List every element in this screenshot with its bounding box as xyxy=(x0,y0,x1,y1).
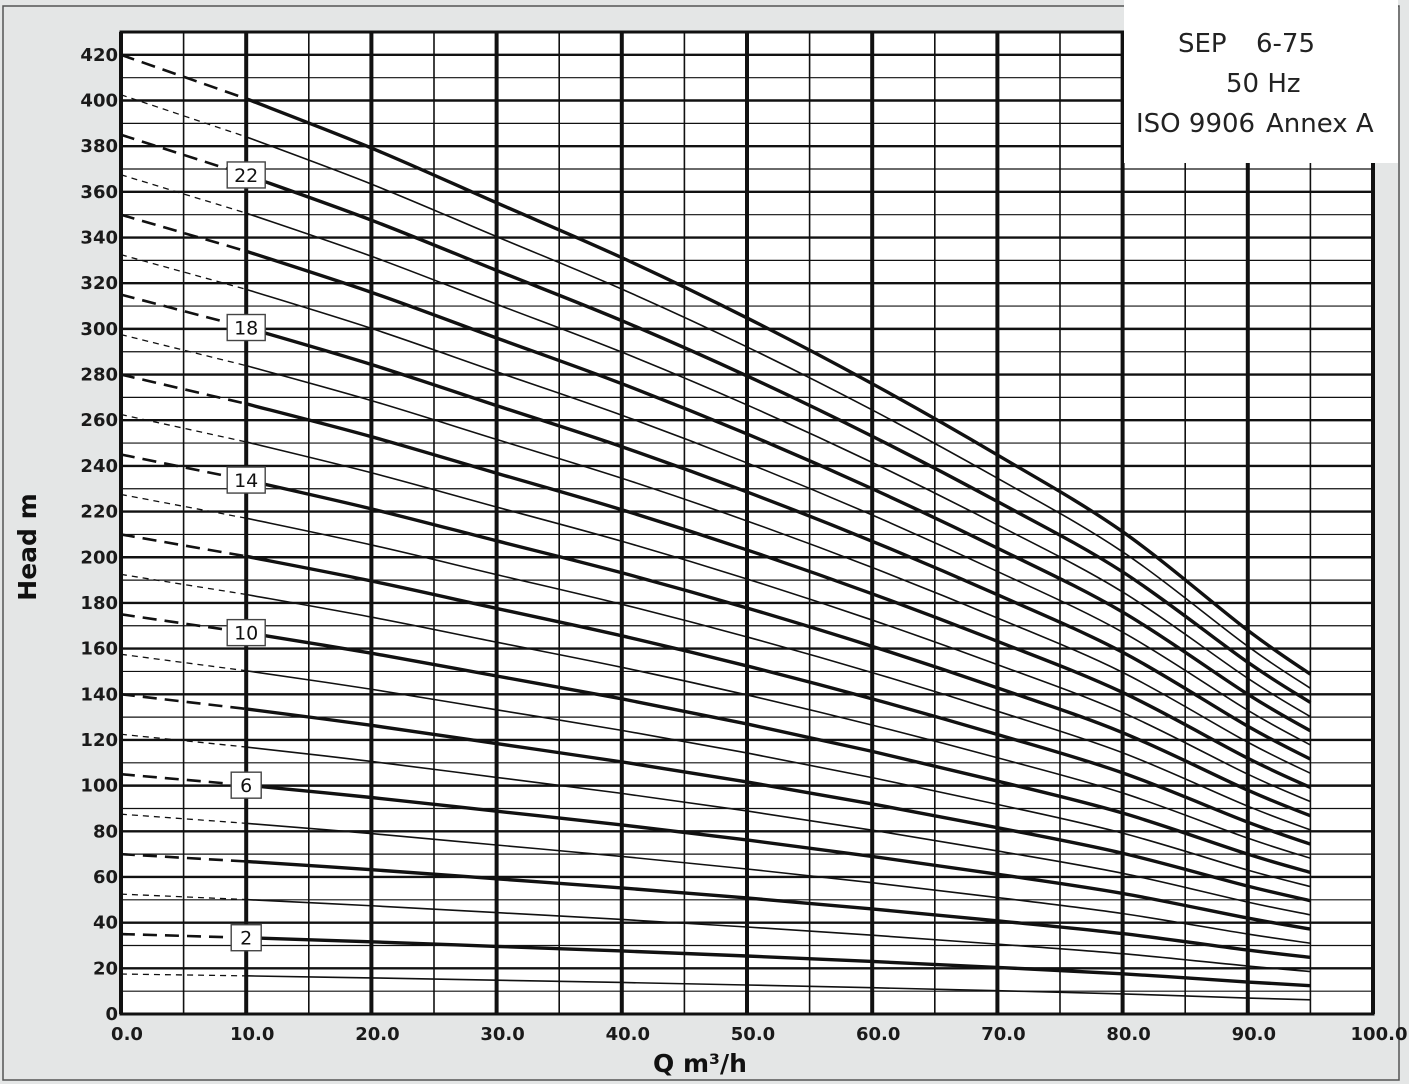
curve-stage-18 xyxy=(245,325,1312,761)
pump-curves xyxy=(120,53,1312,1001)
curve-stage-21-dashed xyxy=(120,174,247,214)
x-tick-label: 60.0 xyxy=(856,1024,900,1045)
curve-stage-23 xyxy=(245,136,1311,690)
curve-stage-12 xyxy=(245,554,1311,846)
y-tick-label: 120 xyxy=(80,730,118,751)
stage-label: 10 xyxy=(234,623,258,645)
curve-stage-12-dashed xyxy=(120,533,247,558)
x-axis-title: Q m³/h xyxy=(653,1049,747,1078)
y-tick-label: 360 xyxy=(80,182,118,203)
stage-label-box xyxy=(226,466,266,494)
x-tick-label: 80.0 xyxy=(1106,1024,1150,1045)
stage-label-box xyxy=(230,924,262,952)
y-tick-label: 100 xyxy=(80,776,118,797)
x-tick-label: 90.0 xyxy=(1232,1024,1276,1045)
curve-stage-16-dashed xyxy=(120,373,247,406)
x-tick-label: 100.0 xyxy=(1351,1024,1408,1045)
curve-stage-20-dashed xyxy=(120,213,247,253)
stage-label: 22 xyxy=(234,165,258,187)
y-tick-label: 180 xyxy=(80,593,118,614)
curve-stage-3-dashed xyxy=(120,893,247,901)
x-tick-label: 10.0 xyxy=(230,1024,274,1045)
y-tick-label: 220 xyxy=(80,502,118,523)
x-tick-label: 70.0 xyxy=(981,1024,1025,1045)
x-tick-label: 30.0 xyxy=(480,1024,524,1045)
y-tick-label: 420 xyxy=(80,45,118,66)
annex-label: Annex A xyxy=(1266,109,1374,139)
plot-border xyxy=(119,30,1375,1016)
curve-stage-1-dashed xyxy=(120,973,247,977)
curve-stage-7 xyxy=(246,746,1311,916)
curve-stage-4 xyxy=(246,859,1311,960)
model-info-box: SEP 6-75 50 Hz ISO 9906 Annex A xyxy=(1124,0,1398,163)
y-tick-label: 60 xyxy=(93,867,118,888)
y-tick-label: 280 xyxy=(80,365,118,386)
curve-stage-9 xyxy=(246,669,1311,888)
curve-stage-14 xyxy=(245,478,1312,818)
stage-label-box xyxy=(226,618,266,647)
stage-label-box xyxy=(226,161,266,189)
curve-stage-16 xyxy=(245,402,1312,789)
curve-stage-10 xyxy=(245,630,1311,875)
curve-stage-24 xyxy=(245,97,1312,676)
y-tick-label: 140 xyxy=(80,684,118,705)
y-tick-label: 400 xyxy=(80,91,118,112)
curve-stage-23-dashed xyxy=(120,94,247,138)
y-tick-label: 380 xyxy=(80,136,118,157)
grid-lines xyxy=(119,30,1375,1016)
y-tick-label: 160 xyxy=(80,639,118,660)
y-tick-label: 300 xyxy=(80,319,118,340)
model-code: 6-75 xyxy=(1256,29,1316,59)
stage-label: 18 xyxy=(234,318,258,340)
y-tick-label: 200 xyxy=(80,547,118,568)
y-tick-label: 260 xyxy=(80,410,118,431)
x-tick-label: 40.0 xyxy=(606,1024,650,1045)
stage-label: 14 xyxy=(234,470,258,492)
curve-stage-2 xyxy=(246,936,1311,988)
curve-stage-20 xyxy=(245,249,1312,733)
curve-stage-5 xyxy=(246,822,1311,944)
curve-stage-13 xyxy=(246,517,1311,831)
curve-stage-22 xyxy=(245,173,1312,704)
standard-label: ISO 9906 xyxy=(1136,109,1256,139)
y-tick-label: 340 xyxy=(80,228,118,249)
y-tick-label: 320 xyxy=(80,273,118,294)
y-tick-label: 80 xyxy=(93,821,118,842)
curve-stage-8 xyxy=(245,707,1311,903)
tick-labels: 0.0 10.0 20.0 30.0 40.0 50.0 60.0 70.0 80.0 90.0 1… xyxy=(80,45,1407,1045)
curve-stage-11 xyxy=(246,593,1311,860)
y-tick-label: 0 xyxy=(105,1004,118,1025)
curve-stage-24-dashed xyxy=(120,53,247,100)
stage-label-box xyxy=(230,771,262,799)
frequency-label: 50 Hz xyxy=(1226,69,1301,99)
curve-stage-8-dashed xyxy=(120,692,247,711)
curve-stage-17 xyxy=(245,364,1311,775)
model-name: SEP xyxy=(1178,29,1227,59)
x-tick-label: 50.0 xyxy=(731,1024,775,1045)
curve-stage-15 xyxy=(246,441,1311,803)
curve-stage-6 xyxy=(246,783,1311,931)
y-tick-label: 240 xyxy=(80,456,118,477)
curve-stage-1 xyxy=(246,975,1311,1001)
curve-stage-21 xyxy=(245,212,1311,718)
stage-label-box xyxy=(226,313,266,342)
curve-stage-19 xyxy=(245,288,1311,746)
stage-labels: 2 6 10 14 18 22 xyxy=(226,161,266,952)
y-tick-label: 40 xyxy=(93,913,118,934)
stage-label: 2 xyxy=(240,928,252,950)
stage-label: 6 xyxy=(240,775,252,797)
x-tick-label: 20.0 xyxy=(355,1024,399,1045)
curve-stage-3 xyxy=(246,898,1311,973)
curve-stage-4-dashed xyxy=(120,852,247,863)
y-axis-title: Head m xyxy=(13,493,42,600)
x-tick-label: 0.0 xyxy=(111,1024,143,1045)
y-tick-label: 20 xyxy=(93,958,118,979)
